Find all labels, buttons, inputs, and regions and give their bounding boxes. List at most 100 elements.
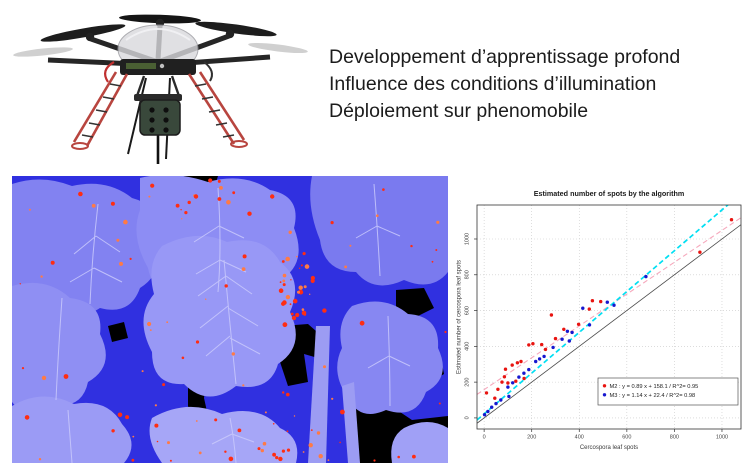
detected-spot (141, 370, 144, 373)
detected-spot (331, 397, 334, 400)
detected-spot (410, 244, 413, 248)
scatter-point (587, 323, 592, 327)
scatter-point (515, 361, 520, 365)
scatter-point (537, 357, 542, 361)
detected-spot (257, 447, 261, 451)
detected-spot (286, 430, 289, 433)
drone-image (8, 2, 310, 168)
scatter-point (507, 394, 511, 399)
detected-spot (232, 191, 236, 195)
detected-spot (38, 458, 42, 461)
detected-spot (262, 441, 267, 446)
detected-spot (181, 218, 183, 220)
detected-spot (217, 197, 222, 201)
scatter-point (519, 359, 523, 364)
x-tick-label: 0 (483, 435, 486, 441)
detected-spot (264, 411, 267, 414)
detected-spot (431, 260, 434, 263)
detected-spot (181, 356, 185, 360)
scatter-point (551, 345, 555, 350)
scatter-point (514, 379, 518, 383)
detected-spot (289, 303, 292, 306)
detected-spot (330, 221, 334, 225)
scatter-plot-svg: 0 200 400 600 800 1000 0 200 400 600 800 1000 Estima… (457, 189, 742, 451)
detected-spot (298, 267, 301, 269)
detected-spot (282, 300, 287, 305)
detected-spot (272, 423, 275, 425)
detected-spot (224, 450, 227, 453)
detected-spot (282, 322, 288, 328)
scatter-point (553, 336, 558, 341)
x-tick-label: 800 (670, 435, 679, 441)
detected-spot (270, 194, 275, 199)
detected-spot (50, 260, 55, 265)
y-tick-label: 0 (465, 416, 471, 419)
detected-spot (149, 329, 152, 331)
detected-spot (24, 415, 30, 420)
detected-spot (111, 429, 115, 433)
detected-spot (310, 429, 313, 431)
x-axis-label: Cercospora leaf spots (580, 445, 638, 451)
scatter-point (590, 299, 595, 303)
detected-spot (339, 441, 341, 444)
detected-spot (116, 238, 120, 242)
slide-title-line-3: Déploiement sur phenomobile (329, 100, 589, 122)
detected-spot (344, 265, 347, 269)
detected-spot (397, 455, 401, 459)
scatter-point (612, 303, 616, 307)
detected-spot (275, 456, 279, 460)
scatter-point (531, 342, 535, 346)
scatter-point (527, 367, 531, 372)
scatter-point (543, 347, 548, 352)
legend-marker-m3 (602, 393, 607, 397)
scatter-point (698, 250, 702, 254)
scatter-point (502, 375, 507, 379)
scatter-point (503, 367, 508, 371)
m3-points-group (482, 274, 648, 417)
legend-marker-m2 (602, 384, 607, 388)
scatter-point (581, 306, 585, 310)
slide-title: Developpement d’apprentissage profond In… (329, 44, 741, 125)
detected-spot (282, 391, 285, 394)
detected-spot (292, 298, 298, 304)
detected-spot (40, 275, 43, 278)
detected-spot (242, 254, 247, 259)
leaves-group (12, 176, 448, 463)
detected-spot (303, 313, 307, 316)
detected-spot (231, 352, 235, 356)
detected-spot (175, 203, 180, 208)
scatter-point (494, 401, 498, 406)
detected-spot (316, 431, 321, 435)
scatter-point (540, 342, 544, 347)
scatter-point (517, 375, 521, 379)
detected-spot (180, 209, 182, 211)
detected-spot (282, 283, 286, 287)
detected-spot (198, 451, 202, 455)
detected-spot (154, 423, 159, 428)
detected-spot (166, 321, 169, 324)
scatter-point (729, 218, 734, 222)
detected-spot (260, 448, 264, 453)
scatter-point (510, 363, 514, 367)
detected-spot (412, 454, 416, 459)
scatter-point (599, 299, 603, 304)
detected-spot (382, 188, 385, 191)
drone-svg (13, 14, 308, 164)
axes-group: 0 200 400 600 800 1000 0 200 400 600 800 1000 (465, 233, 729, 441)
scatter-point (496, 387, 500, 391)
scatter-point (567, 339, 571, 343)
detected-spot (286, 392, 290, 397)
detected-spot (295, 312, 300, 318)
scatter-point (522, 376, 526, 381)
detected-spot (208, 178, 213, 183)
detected-spot (156, 440, 159, 443)
legend-label-m2: M2 : y = 0.89 x + 158.1 / R^2= 0.95 (610, 384, 699, 390)
detected-spot (123, 219, 128, 225)
detected-spot (28, 208, 31, 211)
detected-spot (63, 374, 69, 379)
detected-spot (154, 404, 157, 407)
detected-spot (147, 321, 152, 327)
slide-title-line-1: Developpement d’apprentissage profond (329, 46, 681, 68)
plot-frame (476, 204, 742, 430)
camera-payload-group (134, 75, 182, 136)
